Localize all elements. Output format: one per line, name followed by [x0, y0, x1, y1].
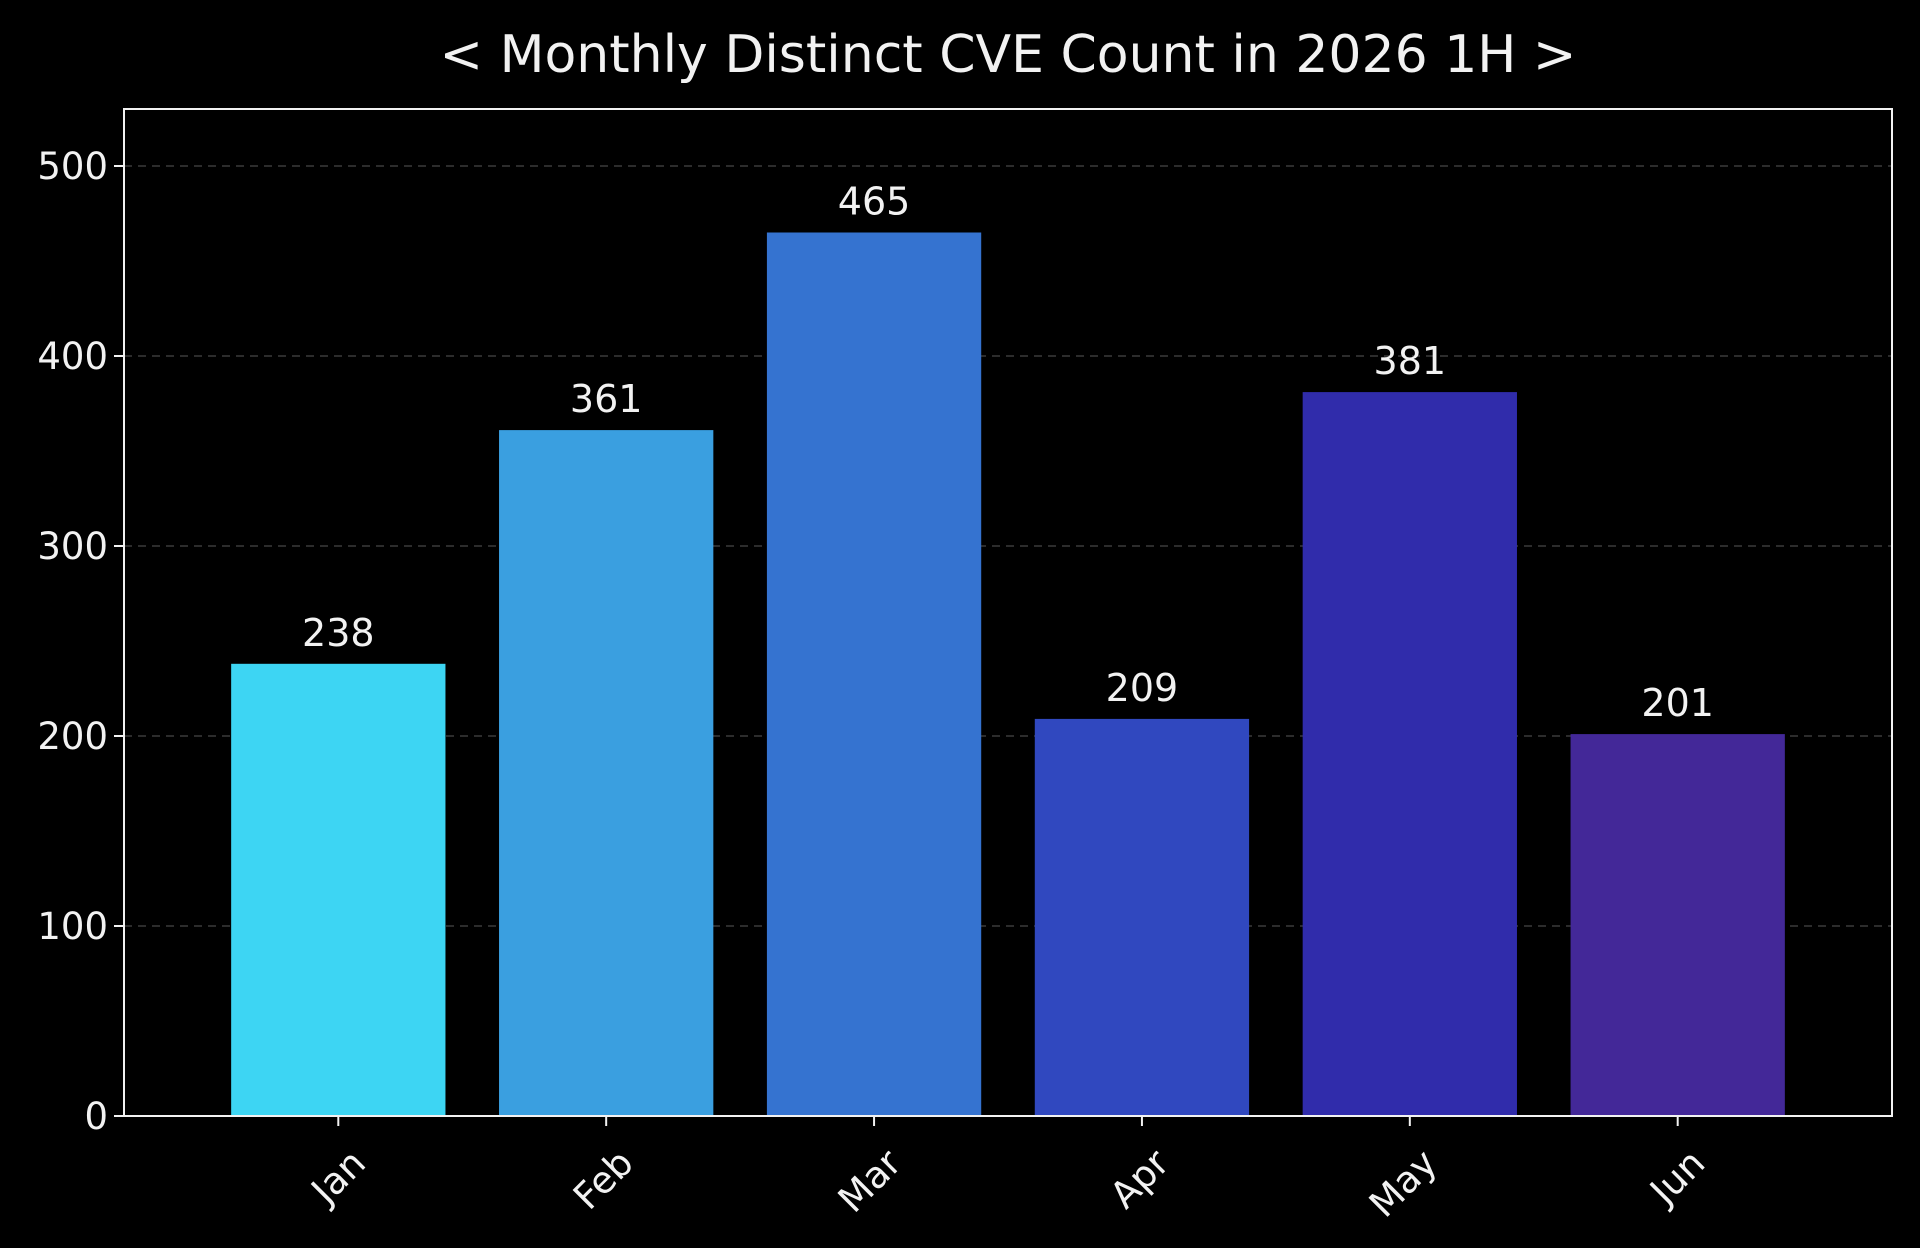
x-tick-label-may: May: [1361, 1141, 1445, 1225]
y-tick-label: 100: [37, 905, 108, 948]
bar-may: [1302, 392, 1517, 1117]
bar-apr: [1034, 718, 1250, 1116]
data-label-may: 381: [1374, 339, 1447, 383]
x-tick-label-apr: Apr: [1102, 1141, 1178, 1217]
x-tick-label-jan: Jan: [302, 1141, 374, 1213]
data-label-feb: 361: [570, 377, 643, 421]
plot-frame: [123, 108, 1893, 1117]
data-label-apr: 209: [1106, 666, 1179, 710]
bar-mar: [766, 232, 982, 1116]
data-label-mar: 465: [838, 180, 911, 224]
x-tick-label-jun: Jun: [1641, 1141, 1714, 1214]
y-tick-label: 400: [37, 335, 108, 378]
y-tick-label: 300: [37, 525, 108, 568]
y-tick-label: 500: [37, 145, 108, 188]
data-labels: 238 361 465 209 381 201: [302, 180, 1714, 726]
bar-feb: [499, 430, 714, 1117]
bar-jan: [231, 663, 446, 1116]
x-axis: Jan Feb Mar Apr May Jun: [302, 1116, 1714, 1226]
data-label-jan: 238: [302, 611, 375, 655]
bars: [231, 232, 1785, 1117]
chart-title: < Monthly Distinct CVE Count in 2026 1H …: [439, 25, 1576, 85]
y-tick-label: 200: [37, 715, 108, 758]
y-tick-label: 0: [84, 1095, 108, 1138]
x-tick-label-mar: Mar: [830, 1141, 910, 1221]
y-axis: 0 100 200 300 400 500: [37, 145, 124, 1138]
data-label-jun: 201: [1641, 681, 1714, 725]
bar-jun: [1570, 734, 1785, 1116]
x-tick-label-feb: Feb: [565, 1141, 642, 1218]
